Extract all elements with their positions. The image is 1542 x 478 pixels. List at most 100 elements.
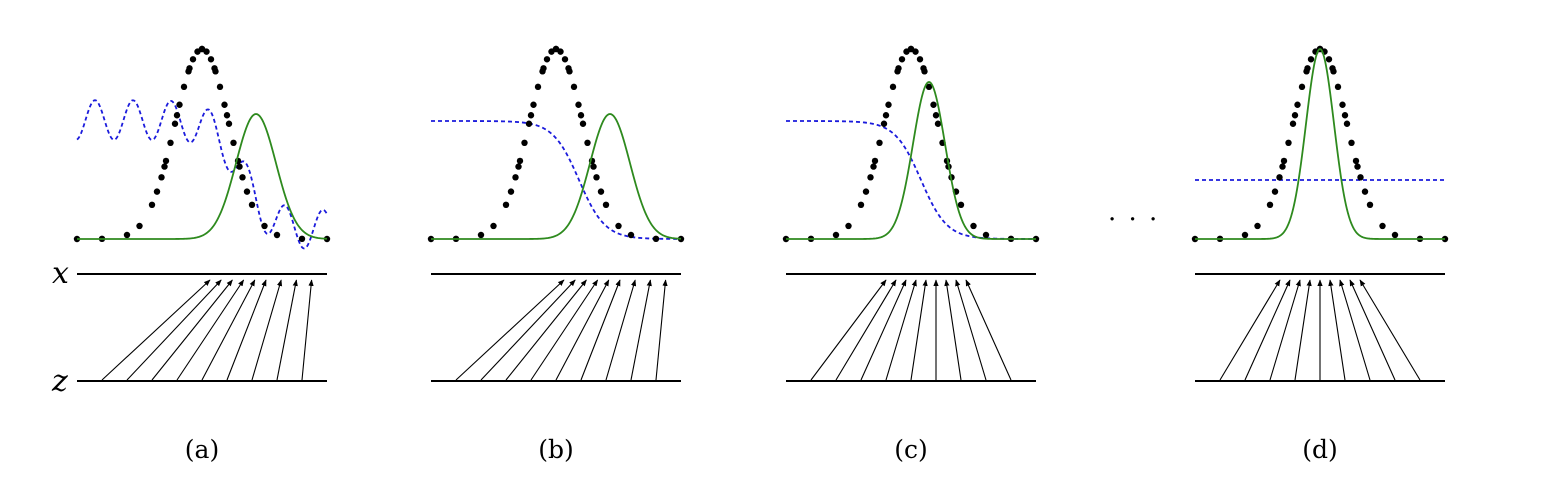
data-point bbox=[970, 222, 977, 230]
generator-path bbox=[1195, 48, 1445, 240]
mapping-arrow bbox=[860, 279, 907, 381]
data-point bbox=[273, 231, 281, 239]
data-point bbox=[1285, 139, 1292, 146]
mapping-arrow bbox=[480, 279, 576, 381]
data-point bbox=[871, 157, 879, 165]
data-point bbox=[845, 222, 852, 230]
data-point bbox=[539, 68, 546, 75]
mapping-arrow bbox=[1328, 279, 1346, 381]
generator-path bbox=[77, 113, 328, 240]
ellipsis-label: · · · bbox=[1108, 205, 1159, 235]
data-point bbox=[1298, 83, 1306, 91]
data-point bbox=[1266, 201, 1274, 208]
data-point bbox=[543, 56, 551, 63]
data-point bbox=[1279, 163, 1286, 170]
mapping-arrow bbox=[126, 279, 222, 381]
mapping-arrow bbox=[226, 279, 267, 381]
data-point bbox=[1352, 157, 1360, 165]
data-point bbox=[857, 201, 865, 208]
data-point bbox=[176, 101, 183, 108]
data-point bbox=[534, 83, 542, 91]
data-point bbox=[561, 56, 569, 63]
mapping-arrow bbox=[655, 279, 668, 381]
data-point bbox=[1341, 112, 1349, 119]
data-point bbox=[525, 120, 533, 127]
data-point bbox=[575, 101, 582, 108]
mapping-arrows bbox=[1219, 279, 1421, 381]
mapping-arrow bbox=[455, 279, 565, 381]
data-distribution-dots bbox=[73, 45, 331, 243]
mapping-arrow bbox=[1359, 279, 1421, 381]
discriminator-path bbox=[786, 120, 1036, 240]
data-point bbox=[1307, 56, 1315, 63]
z-axis-label: z bbox=[51, 364, 68, 399]
data-point bbox=[882, 112, 890, 119]
mapping-arrow bbox=[1339, 279, 1371, 381]
data-point bbox=[925, 83, 933, 91]
data-point bbox=[477, 231, 485, 239]
generator-curve bbox=[1195, 48, 1445, 240]
data-point bbox=[515, 163, 522, 170]
mapping-arrow bbox=[176, 279, 245, 381]
data-point bbox=[570, 83, 578, 91]
data-point bbox=[530, 101, 537, 108]
data-point bbox=[1391, 231, 1399, 239]
data-point bbox=[180, 83, 188, 91]
generator-path bbox=[786, 81, 1036, 240]
data-point bbox=[652, 235, 660, 242]
data-point bbox=[1330, 68, 1337, 75]
data-point bbox=[212, 68, 219, 75]
data-point bbox=[615, 222, 622, 230]
data-point bbox=[239, 174, 246, 181]
panel-c: (c) bbox=[782, 45, 1040, 464]
data-point bbox=[323, 235, 331, 243]
data-point bbox=[885, 101, 892, 108]
data-point bbox=[627, 231, 635, 239]
mapping-arrows bbox=[101, 279, 314, 381]
data-point bbox=[1271, 188, 1279, 195]
mapping-arrow bbox=[1349, 279, 1396, 381]
mapping-arrow bbox=[835, 279, 897, 381]
data-point bbox=[832, 231, 840, 239]
mapping-arrows bbox=[810, 279, 1012, 381]
data-point bbox=[173, 112, 181, 119]
mapping-arrow bbox=[1244, 279, 1291, 381]
data-point bbox=[153, 188, 161, 195]
data-point bbox=[203, 48, 210, 55]
mapping-arrow bbox=[605, 279, 637, 381]
discriminator-curve bbox=[786, 120, 1036, 240]
data-point bbox=[957, 201, 965, 208]
data-point bbox=[261, 222, 268, 230]
data-point bbox=[593, 174, 600, 181]
data-point bbox=[230, 139, 237, 146]
data-point bbox=[221, 101, 228, 108]
mapping-arrow bbox=[301, 279, 314, 381]
mapping-arrow bbox=[630, 279, 652, 381]
panel-a: (a) bbox=[73, 45, 331, 464]
data-point bbox=[1289, 120, 1297, 127]
data-point bbox=[502, 201, 510, 208]
data-point bbox=[123, 231, 131, 239]
data-point bbox=[1276, 174, 1283, 181]
data-point bbox=[1379, 222, 1386, 230]
data-point bbox=[916, 56, 924, 63]
discriminator-curve bbox=[431, 120, 681, 240]
data-point bbox=[158, 174, 165, 181]
data-point bbox=[516, 157, 524, 165]
data-point bbox=[577, 112, 585, 119]
data-point bbox=[677, 235, 685, 243]
data-point bbox=[167, 139, 174, 146]
mapping-arrow bbox=[810, 279, 887, 381]
discriminator-path bbox=[431, 120, 681, 240]
mapping-arrow bbox=[580, 279, 621, 381]
data-point bbox=[1339, 101, 1346, 108]
data-point bbox=[248, 201, 256, 208]
panel-d: (d) bbox=[1191, 45, 1449, 464]
data-point bbox=[584, 139, 591, 146]
data-point bbox=[1343, 120, 1351, 127]
panel-caption: (d) bbox=[1302, 435, 1338, 464]
mapping-arrows bbox=[455, 279, 668, 381]
mapping-arrow bbox=[555, 279, 610, 381]
data-point bbox=[1280, 157, 1288, 165]
